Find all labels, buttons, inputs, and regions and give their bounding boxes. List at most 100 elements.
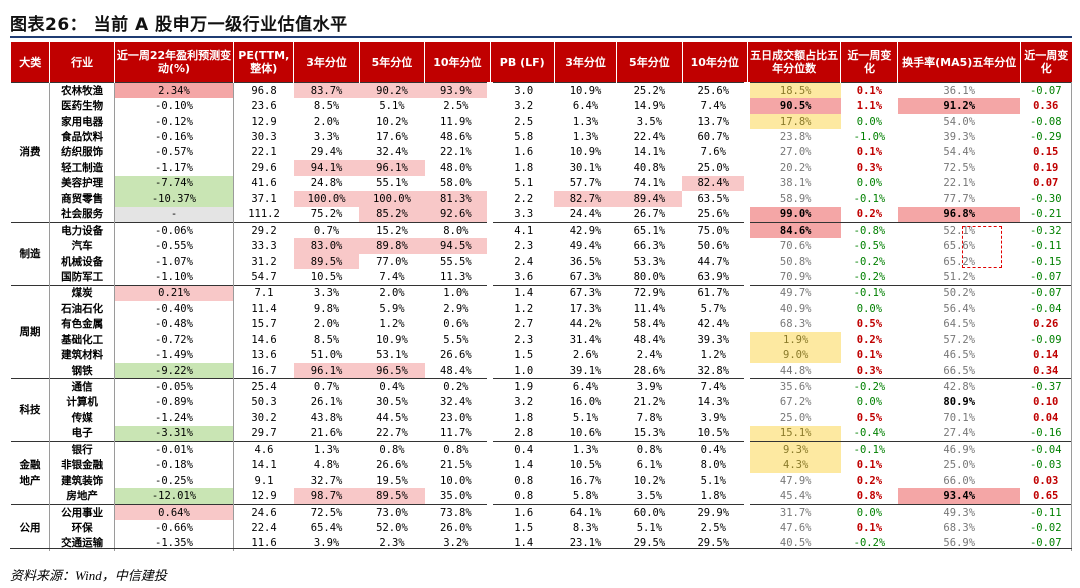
pb3-cell: 42.9% — [554, 221, 617, 239]
pb3-cell: 39.1% — [569, 364, 602, 377]
pe-cell: 14.6 — [251, 333, 277, 346]
pe10-cell: 22.1% — [440, 146, 472, 159]
volchg-cell: -1.0% — [853, 131, 886, 144]
pb-cell: 3.2 — [487, 98, 555, 114]
col-header: PE(TTM,整体) — [233, 42, 294, 83]
turn-cell: 36.1% — [897, 82, 1021, 99]
turn-cell: 65.2% — [943, 255, 976, 268]
volchg-cell: 0.3% — [856, 364, 883, 377]
pb-cell: 2.7 — [487, 316, 555, 332]
pe-cell: 29.7 — [251, 427, 277, 440]
pb-cell: 2.3 — [487, 238, 555, 254]
vol-cell: 20.2% — [744, 160, 841, 176]
eps-cell: -0.18% — [113, 457, 235, 473]
pb3-cell: 10.6% — [569, 427, 602, 440]
pe-cell: 24.6 — [233, 503, 294, 521]
industry-cell: 美容护理 — [61, 177, 104, 190]
pe10-cell: 2.5% — [443, 100, 469, 113]
pb3-cell: 67.3% — [569, 270, 602, 283]
col-header: PB (LF) — [489, 42, 555, 83]
pb-cell: 0.4 — [487, 441, 555, 458]
turn-cell: 51.2% — [943, 270, 976, 283]
pb3-cell: 17.3% — [569, 302, 602, 315]
category-cell: 周期 — [10, 284, 51, 379]
vol-cell: 67.2% — [744, 394, 841, 411]
eps-cell: -0.89% — [113, 394, 235, 411]
pe10-cell: 8.0% — [424, 221, 491, 239]
pe10-cell: 48.6% — [440, 131, 472, 144]
turn-cell: 93.4% — [897, 488, 1021, 505]
pe10-cell: 32.4% — [440, 396, 472, 409]
turnchg-cell: 0.03 — [1020, 472, 1073, 489]
turn-cell: 64.5% — [943, 318, 976, 331]
pb10-cell: 29.5% — [682, 535, 748, 552]
pb5-cell: 14.1% — [633, 146, 666, 159]
pe-cell: 12.9 — [251, 490, 277, 503]
pb-cell: 1.6 — [487, 144, 555, 161]
turnchg-cell: -0.09 — [1020, 332, 1073, 348]
pb10-cell: 82.4% — [682, 175, 748, 192]
pb3-cell: 30.1% — [569, 161, 602, 174]
pb10-cell: 13.7% — [682, 113, 748, 130]
pe-cell: 41.6 — [251, 177, 277, 190]
pe3-cell: 96.1% — [293, 362, 360, 379]
pb3-cell: 82.7% — [554, 191, 617, 207]
vol-cell: 18.5% — [744, 82, 841, 99]
pb-cell: 1.9 — [487, 378, 555, 395]
pe-cell: 30.2 — [251, 411, 277, 424]
pe-cell: 54.7 — [251, 270, 277, 283]
pb10-cell: 5.1% — [682, 472, 748, 489]
pe3-cell: 89.5% — [293, 253, 360, 270]
pb10-cell: 39.3% — [682, 332, 748, 348]
pb-cell: 1.2 — [487, 301, 555, 317]
vol-cell: 40.5% — [744, 535, 841, 552]
table-row: 金融地产 银行 -0.01% 4.6 1.3% 0.8% 0.8% 0.4 1.3% 0.8% 0.… — [10, 441, 1073, 505]
turnchg-cell: -0.03 — [1020, 457, 1073, 473]
industry-cell: 家用电器 — [61, 115, 104, 128]
volchg-cell: 0.0% — [856, 302, 883, 315]
eps-cell: -0.55% — [113, 238, 235, 254]
pe5-cell: 52.0% — [376, 521, 408, 534]
volchg-cell: 0.2% — [856, 333, 883, 346]
turnchg-cell: -0.16 — [1020, 425, 1073, 442]
table-row: 周期 煤炭 0.21% 7.1 3.3% 2.0% 1.0% 1.4 67.3% 72.9% 61.… — [10, 284, 1073, 379]
pb3-cell: 24.4% — [569, 208, 602, 221]
pb5-cell: 28.6% — [633, 364, 666, 377]
pe5-cell: 96.5% — [359, 362, 425, 379]
pe-cell: 25.4 — [233, 378, 294, 395]
table-row: 环保 -0.66% 22.4 65.4% 52.0% 26.0% 1.5 8.3% 5.1% 2.… — [11, 520, 1073, 536]
eps-cell: -0.12% — [113, 113, 235, 130]
col-header: 行业 — [49, 42, 115, 83]
pe10-cell: 1.0% — [424, 284, 491, 302]
vol-cell: 47.6% — [744, 520, 841, 536]
pe5-cell: 2.3% — [379, 537, 405, 550]
turn-cell: 56.4% — [943, 302, 976, 315]
volchg-cell: 0.0% — [840, 503, 898, 521]
volchg-cell: -0.1% — [840, 441, 898, 458]
pe3-cell: 10.5% — [310, 270, 343, 283]
pe-cell: 31.2 — [251, 255, 277, 268]
pe-cell: 16.7 — [251, 364, 277, 377]
category-cell: 制造 — [10, 221, 51, 286]
volchg-cell: 0.2% — [856, 208, 883, 221]
table-row: 机械设备 -1.07% 31.2 89.5% 77.0% 55.5% 2.4 36.5% 53.… — [11, 253, 1073, 270]
pe10-cell: 5.5% — [443, 333, 469, 346]
pb-cell: 4.1 — [487, 221, 555, 239]
pe-cell: 33.3 — [251, 240, 277, 253]
pb5-cell: 6.1% — [636, 459, 663, 472]
turn-cell: 46.9% — [897, 441, 1021, 458]
pe10-cell: 21.5% — [440, 459, 472, 472]
turnchg-cell: 0.10 — [1020, 394, 1073, 411]
vol-cell: 99.0% — [744, 206, 841, 223]
category-cell: 金融地产 — [10, 441, 51, 505]
eps-cell: -10.37% — [113, 191, 235, 207]
pb10-cell: 25.6% — [682, 82, 748, 99]
industry-cell: 非银金融 — [61, 459, 104, 472]
pb5-cell: 66.3% — [633, 240, 666, 253]
pe10-cell: 0.6% — [443, 318, 469, 331]
turn-cell: 56.9% — [943, 537, 976, 550]
turnchg-cell: -0.15 — [1020, 253, 1073, 270]
pe5-cell: 19.5% — [376, 474, 408, 487]
pb3-cell: 1.3% — [572, 131, 599, 144]
pb10-cell: 32.8% — [682, 362, 748, 379]
